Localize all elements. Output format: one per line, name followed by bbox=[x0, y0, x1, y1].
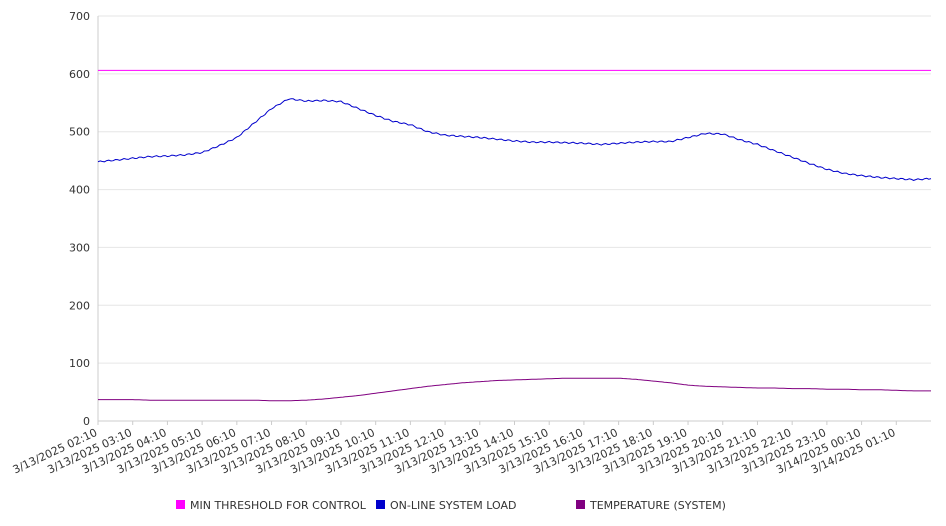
series-line-2 bbox=[97, 98, 932, 181]
y-tick-label: 600 bbox=[69, 68, 90, 81]
series-line-3 bbox=[98, 377, 931, 402]
y-tick-label: 400 bbox=[69, 184, 90, 197]
y-axis-ticks: 0 100 200 300 400 500 600 700 bbox=[69, 10, 90, 428]
series-lines bbox=[97, 69, 932, 402]
y-tick-label: 700 bbox=[69, 10, 90, 23]
legend-swatch bbox=[376, 500, 385, 509]
legend-label: TEMPERATURE (SYSTEM) bbox=[589, 499, 726, 512]
legend: MIN THRESHOLD FOR CONTROL ON-LINE SYSTEM … bbox=[176, 499, 726, 512]
axes bbox=[97, 16, 931, 422]
legend-swatch bbox=[576, 500, 585, 509]
x-axis-ticks: 3/13/2025 02:103/13/2025 03:103/13/2025 … bbox=[11, 421, 898, 476]
legend-label: MIN THRESHOLD FOR CONTROL bbox=[190, 499, 367, 512]
y-tick-label: 200 bbox=[69, 299, 90, 312]
y-tick-label: 500 bbox=[69, 126, 90, 139]
gridlines bbox=[98, 15, 931, 364]
y-tick-label: 300 bbox=[69, 241, 90, 254]
y-tick-label: 0 bbox=[83, 415, 90, 428]
legend-swatch bbox=[176, 500, 185, 509]
legend-label: ON-LINE SYSTEM LOAD bbox=[390, 499, 516, 512]
y-tick-label: 100 bbox=[69, 357, 90, 370]
